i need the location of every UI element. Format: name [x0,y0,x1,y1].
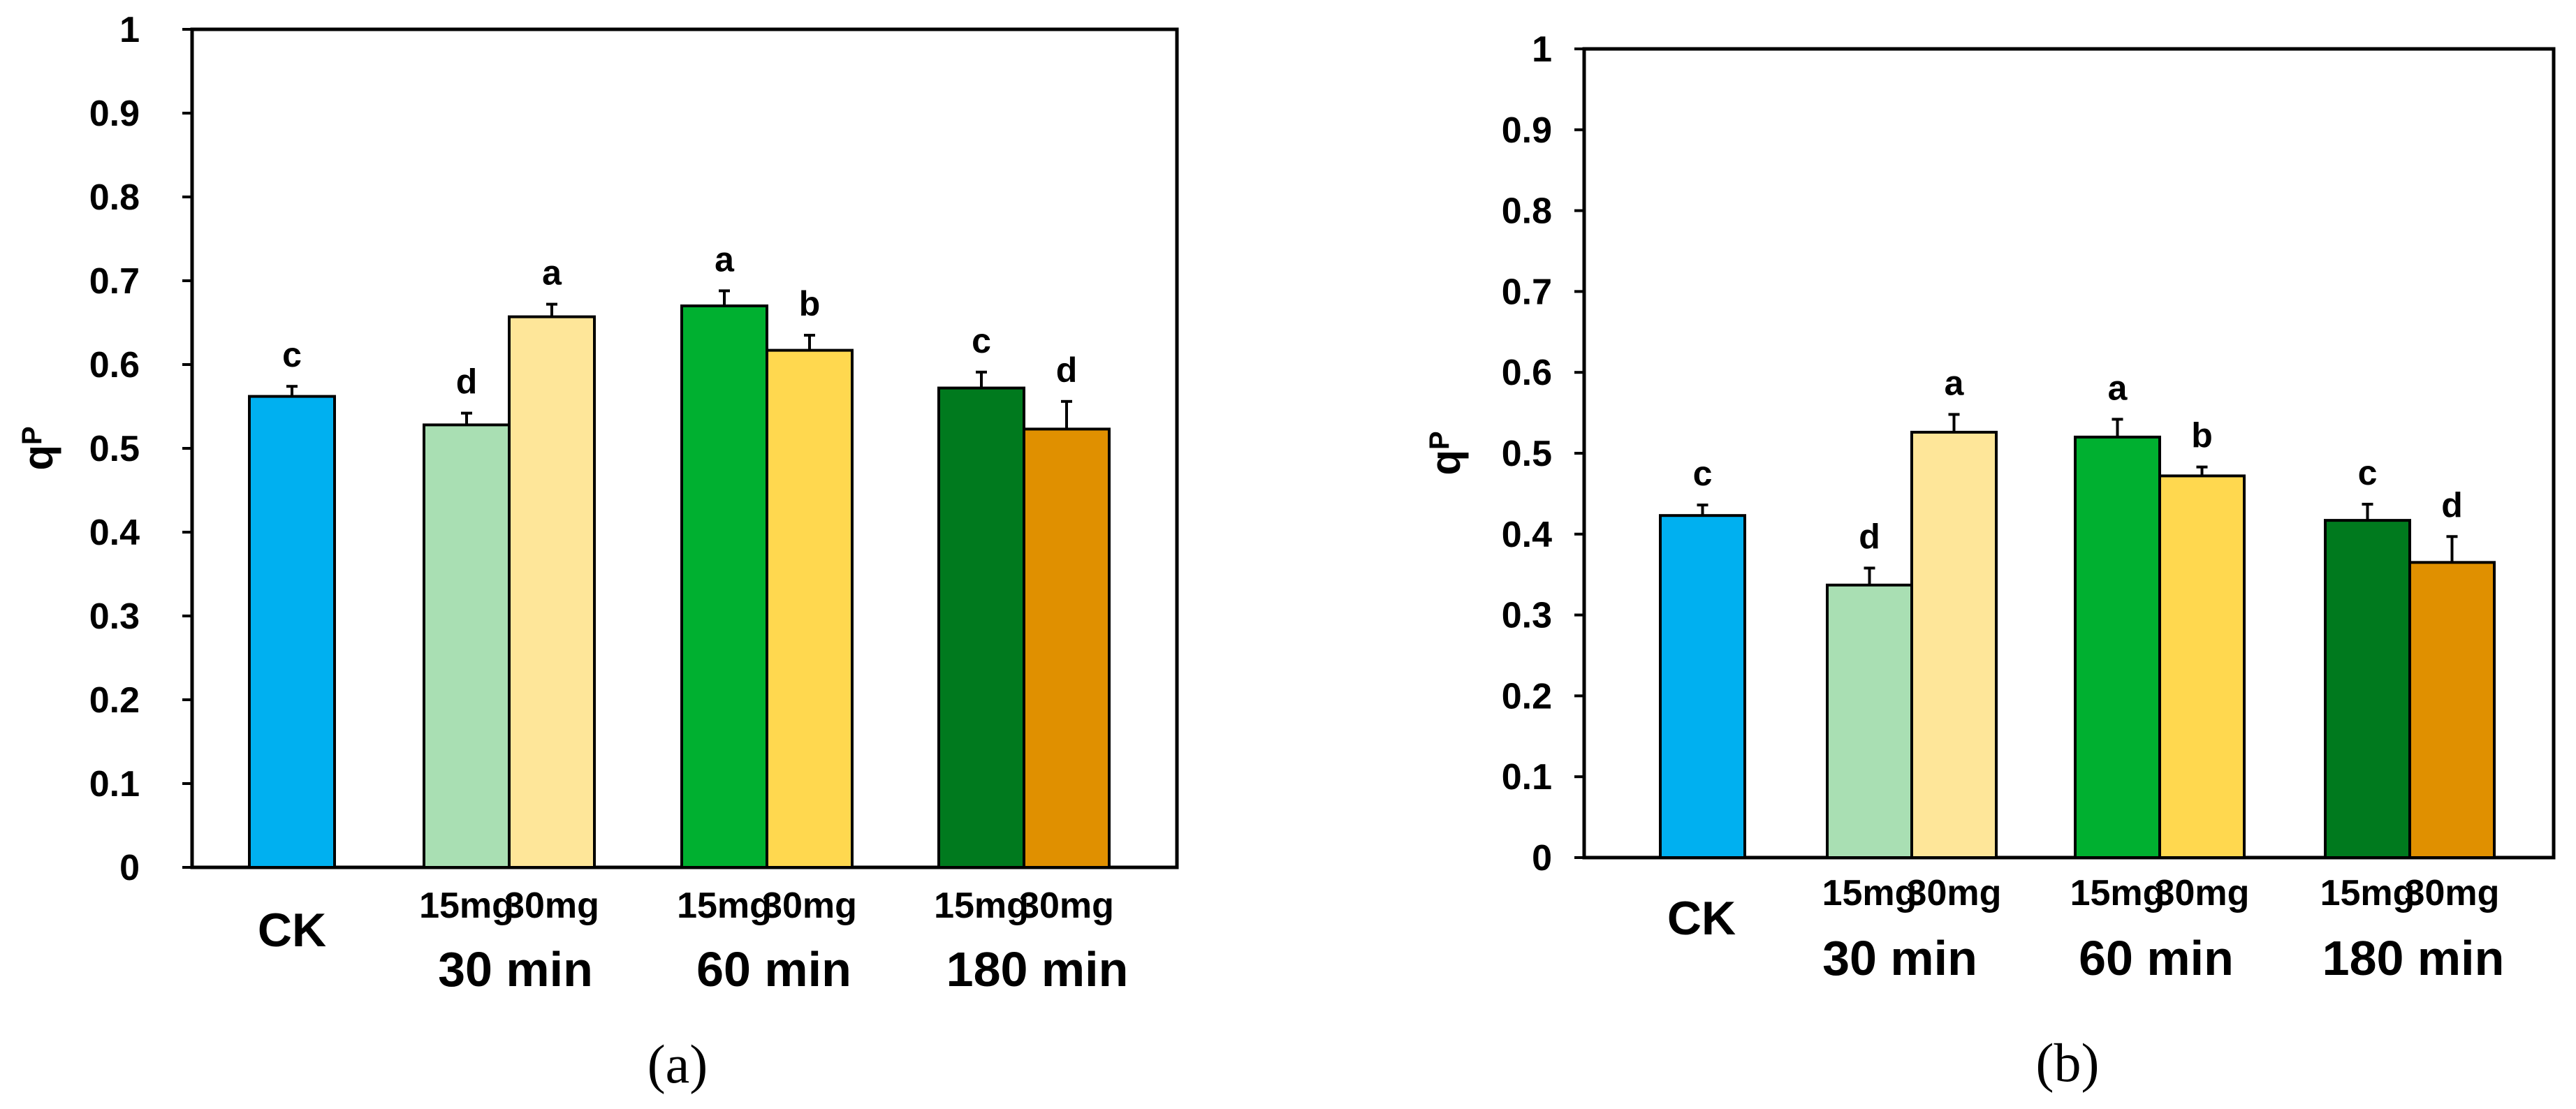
y-tick-label: 1 [1532,29,1552,70]
dose-label: 15mg [2320,873,2415,913]
bar [248,395,336,869]
group-label: 60 min [696,942,851,997]
significance-letter: a [1945,363,1965,402]
y-tick-label: 1 [119,10,140,50]
panel-label: (a) [647,1034,708,1094]
y-tick-label: 0.9 [89,94,140,134]
y-tick-label: 0.6 [89,345,140,385]
y-tick-label: 0.7 [1502,272,1552,312]
dose-label: 15mg [934,886,1029,926]
significance-letter: d [2441,485,2463,524]
y-axis-label-main: q [1422,450,1469,476]
dose-label: 30mg [2155,873,2250,913]
bar [423,423,511,869]
y-tick-label: 0.3 [1502,596,1552,636]
ck-label: CK [1667,892,1736,945]
y-tick-label: 0.9 [1502,110,1552,151]
bar [2158,474,2246,859]
significance-letter: d [1859,517,1880,556]
y-tick-label: 0.2 [1502,676,1552,717]
y-axis-label: qP [15,426,61,470]
bar [1910,430,1998,859]
y-tick-label: 0 [119,848,140,888]
y-tick-label: 0.5 [1502,434,1552,474]
significance-letter: c [282,335,302,374]
bar [2408,561,2496,860]
significance-letter: c [1693,454,1713,493]
bar [937,386,1025,869]
y-tick-label: 0.8 [1502,191,1552,232]
group-label: 30 min [438,942,593,997]
significance-letter: d [456,362,478,402]
y-axis-label-main: q [15,445,61,471]
significance-letter: a [2108,368,2128,407]
dose-label: 15mg [1822,873,1917,913]
bar [2074,435,2161,859]
dose-label: 15mg [2070,873,2165,913]
significance-letter: d [1056,351,1078,390]
y-tick-label: 0.5 [89,429,140,469]
group-label: 60 min [2079,931,2234,985]
group-label: 180 min [2322,931,2505,985]
y-tick-label: 0.3 [89,596,140,637]
y-tick-label: 0.2 [89,680,140,721]
bar [1023,427,1111,869]
y-tick-label: 0.1 [89,764,140,805]
bar [1826,583,1913,860]
dose-label: 30mg [1907,873,2002,913]
significance-letter: c [2358,453,2378,492]
significance-letter: a [542,254,562,293]
group-label: 180 min [946,942,1129,997]
ck-label: CK [258,904,326,957]
dose-label: 30mg [762,886,857,926]
significance-letter: b [2191,416,2213,455]
significance-letter: c [972,321,991,360]
significance-letter: a [715,240,735,279]
y-tick-label: 0.4 [1502,515,1552,555]
dose-label: 15mg [677,886,772,926]
bar [1659,514,1746,860]
dose-label: 15mg [419,886,514,926]
y-tick-label: 0.7 [89,261,140,302]
y-axis-label: qP [1422,431,1469,475]
y-tick-label: 0.8 [89,177,140,218]
dose-label: 30mg [504,886,599,926]
y-tick-label: 0 [1532,838,1552,879]
y-tick-label: 0.4 [89,513,140,553]
panel-b: 00.10.20.30.40.50.60.70.80.91qPcd15mga30… [1422,29,2556,1093]
panel-a: 00.10.20.30.40.50.60.70.80.91qPcd15mga30… [15,10,1179,1094]
dose-label: 30mg [1019,886,1114,926]
bar [680,304,768,869]
bar [508,315,596,869]
group-label: 30 min [1822,931,1977,985]
bar [766,348,854,869]
y-tick-label: 0.6 [1502,353,1552,393]
dose-label: 30mg [2405,873,2500,913]
panel-label: (b) [2036,1032,2100,1093]
y-axis-label-sub: P [1424,431,1455,450]
significance-letter: b [799,284,821,323]
y-axis-label-sub: P [17,426,47,445]
bar [2324,519,2411,859]
y-tick-label: 0.1 [1502,757,1552,798]
